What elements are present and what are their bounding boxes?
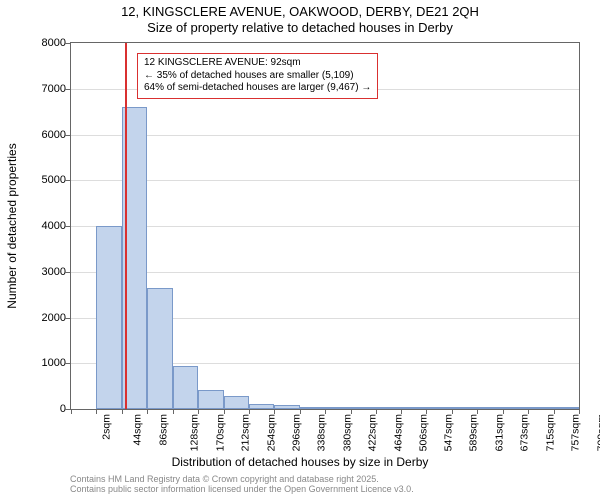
x-tick-label: 86sqm (157, 414, 169, 446)
x-tick-label: 673sqm (519, 414, 531, 451)
histogram-bar (96, 226, 121, 409)
annotation-line1: 12 KINGSCLERE AVENUE: 92sqm (144, 57, 371, 70)
x-tick-label: 170sqm (214, 414, 226, 451)
x-tick-label: 464sqm (392, 414, 404, 451)
x-tick-mark (503, 410, 504, 414)
x-tick-label: 547sqm (442, 414, 454, 451)
histogram-bar (224, 396, 249, 409)
plot-area: 12 KINGSCLERE AVENUE: 92sqm ← 35% of det… (70, 42, 580, 410)
x-tick-label: 338sqm (316, 414, 328, 451)
x-tick-mark (401, 410, 402, 414)
x-tick-label: 44sqm (132, 414, 144, 446)
x-tick-label: 506sqm (418, 414, 430, 451)
y-tick-label: 1000 (40, 357, 66, 369)
x-tick-label: 715sqm (544, 414, 556, 451)
y-tick-label: 5000 (40, 174, 66, 186)
histogram-bar (325, 407, 350, 409)
annotation-line2: ← 35% of detached houses are smaller (5,… (144, 70, 371, 83)
x-tick-mark (579, 410, 580, 414)
chart-container: 12, KINGSCLERE AVENUE, OAKWOOD, DERBY, D… (0, 0, 600, 500)
x-tick-mark (351, 410, 352, 414)
x-tick-label: 589sqm (468, 414, 480, 451)
property-marker-line (125, 43, 127, 409)
x-tick-label: 380sqm (341, 414, 353, 451)
y-tick-label: 2000 (40, 312, 66, 324)
histogram-bar (300, 407, 325, 409)
x-axis-label: Distribution of detached houses by size … (0, 455, 600, 469)
histogram-bar (528, 407, 553, 409)
x-tick-label: 212sqm (240, 414, 252, 451)
y-tick-label: 4000 (40, 220, 66, 232)
x-tick-mark (300, 410, 301, 414)
x-tick-mark (554, 410, 555, 414)
y-tick-label: 8000 (40, 37, 66, 49)
y-axis-label: Number of detached properties (5, 143, 19, 308)
histogram-bar (173, 366, 198, 409)
histogram-bar (376, 407, 401, 409)
x-tick-label: 631sqm (493, 414, 505, 451)
x-tick-mark (528, 410, 529, 414)
histogram-bar (351, 407, 376, 409)
histogram-bar (452, 407, 477, 409)
annotation-line3: 64% of semi-detached houses are larger (… (144, 82, 371, 95)
x-tick-mark (96, 410, 97, 414)
histogram-bar (198, 390, 223, 409)
x-tick-mark (173, 410, 174, 414)
chart-title-sub: Size of property relative to detached ho… (0, 20, 600, 35)
histogram-bar (554, 407, 579, 409)
y-tick-label: 0 (40, 403, 66, 415)
x-tick-label: 128sqm (189, 414, 201, 451)
histogram-bar (426, 407, 451, 409)
x-tick-mark (325, 410, 326, 414)
x-tick-mark (198, 410, 199, 414)
x-tick-mark (426, 410, 427, 414)
footer-line2: Contains public sector information licen… (70, 484, 414, 494)
annotation-box: 12 KINGSCLERE AVENUE: 92sqm ← 35% of det… (137, 53, 378, 99)
histogram-bar (477, 407, 502, 409)
x-tick-mark (477, 410, 478, 414)
x-tick-label: 296sqm (290, 414, 302, 451)
x-tick-mark (122, 410, 123, 414)
y-tick-label: 3000 (40, 266, 66, 278)
x-tick-label: 757sqm (569, 414, 581, 451)
x-tick-mark (452, 410, 453, 414)
histogram-bar (503, 407, 528, 409)
x-tick-label: 799sqm (595, 414, 600, 451)
histogram-bar (274, 405, 299, 409)
x-tick-mark (147, 410, 148, 414)
x-tick-mark (71, 410, 72, 414)
footer-attribution: Contains HM Land Registry data © Crown c… (70, 474, 414, 495)
x-tick-mark (249, 410, 250, 414)
histogram-bar (249, 404, 274, 409)
chart-title-main: 12, KINGSCLERE AVENUE, OAKWOOD, DERBY, D… (0, 4, 600, 19)
y-tick-label: 7000 (40, 83, 66, 95)
x-tick-label: 2sqm (101, 414, 113, 440)
x-tick-label: 422sqm (367, 414, 379, 451)
histogram-bar (401, 407, 426, 409)
footer-line1: Contains HM Land Registry data © Crown c… (70, 474, 414, 484)
x-tick-mark (224, 410, 225, 414)
x-tick-mark (274, 410, 275, 414)
x-tick-mark (376, 410, 377, 414)
y-tick-label: 6000 (40, 129, 66, 141)
x-tick-label: 254sqm (265, 414, 277, 451)
histogram-bar (147, 288, 172, 409)
